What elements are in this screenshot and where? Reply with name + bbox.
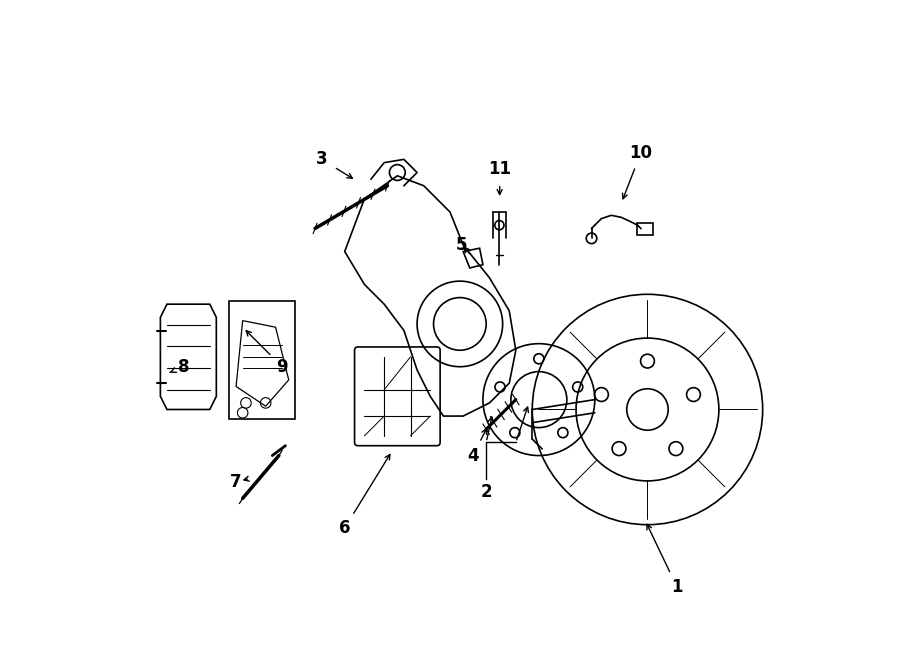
- Text: 4: 4: [467, 447, 479, 465]
- Text: 8: 8: [177, 358, 189, 375]
- Text: 5: 5: [456, 236, 468, 254]
- Text: 10: 10: [629, 144, 652, 162]
- Text: 2: 2: [481, 483, 492, 501]
- Text: 11: 11: [489, 160, 511, 178]
- Bar: [637, 223, 653, 235]
- Bar: [230, 301, 295, 419]
- Text: 3: 3: [316, 150, 328, 169]
- Text: 6: 6: [339, 519, 350, 537]
- Text: 1: 1: [671, 578, 683, 596]
- Text: 7: 7: [230, 473, 242, 491]
- Text: 9: 9: [276, 358, 288, 375]
